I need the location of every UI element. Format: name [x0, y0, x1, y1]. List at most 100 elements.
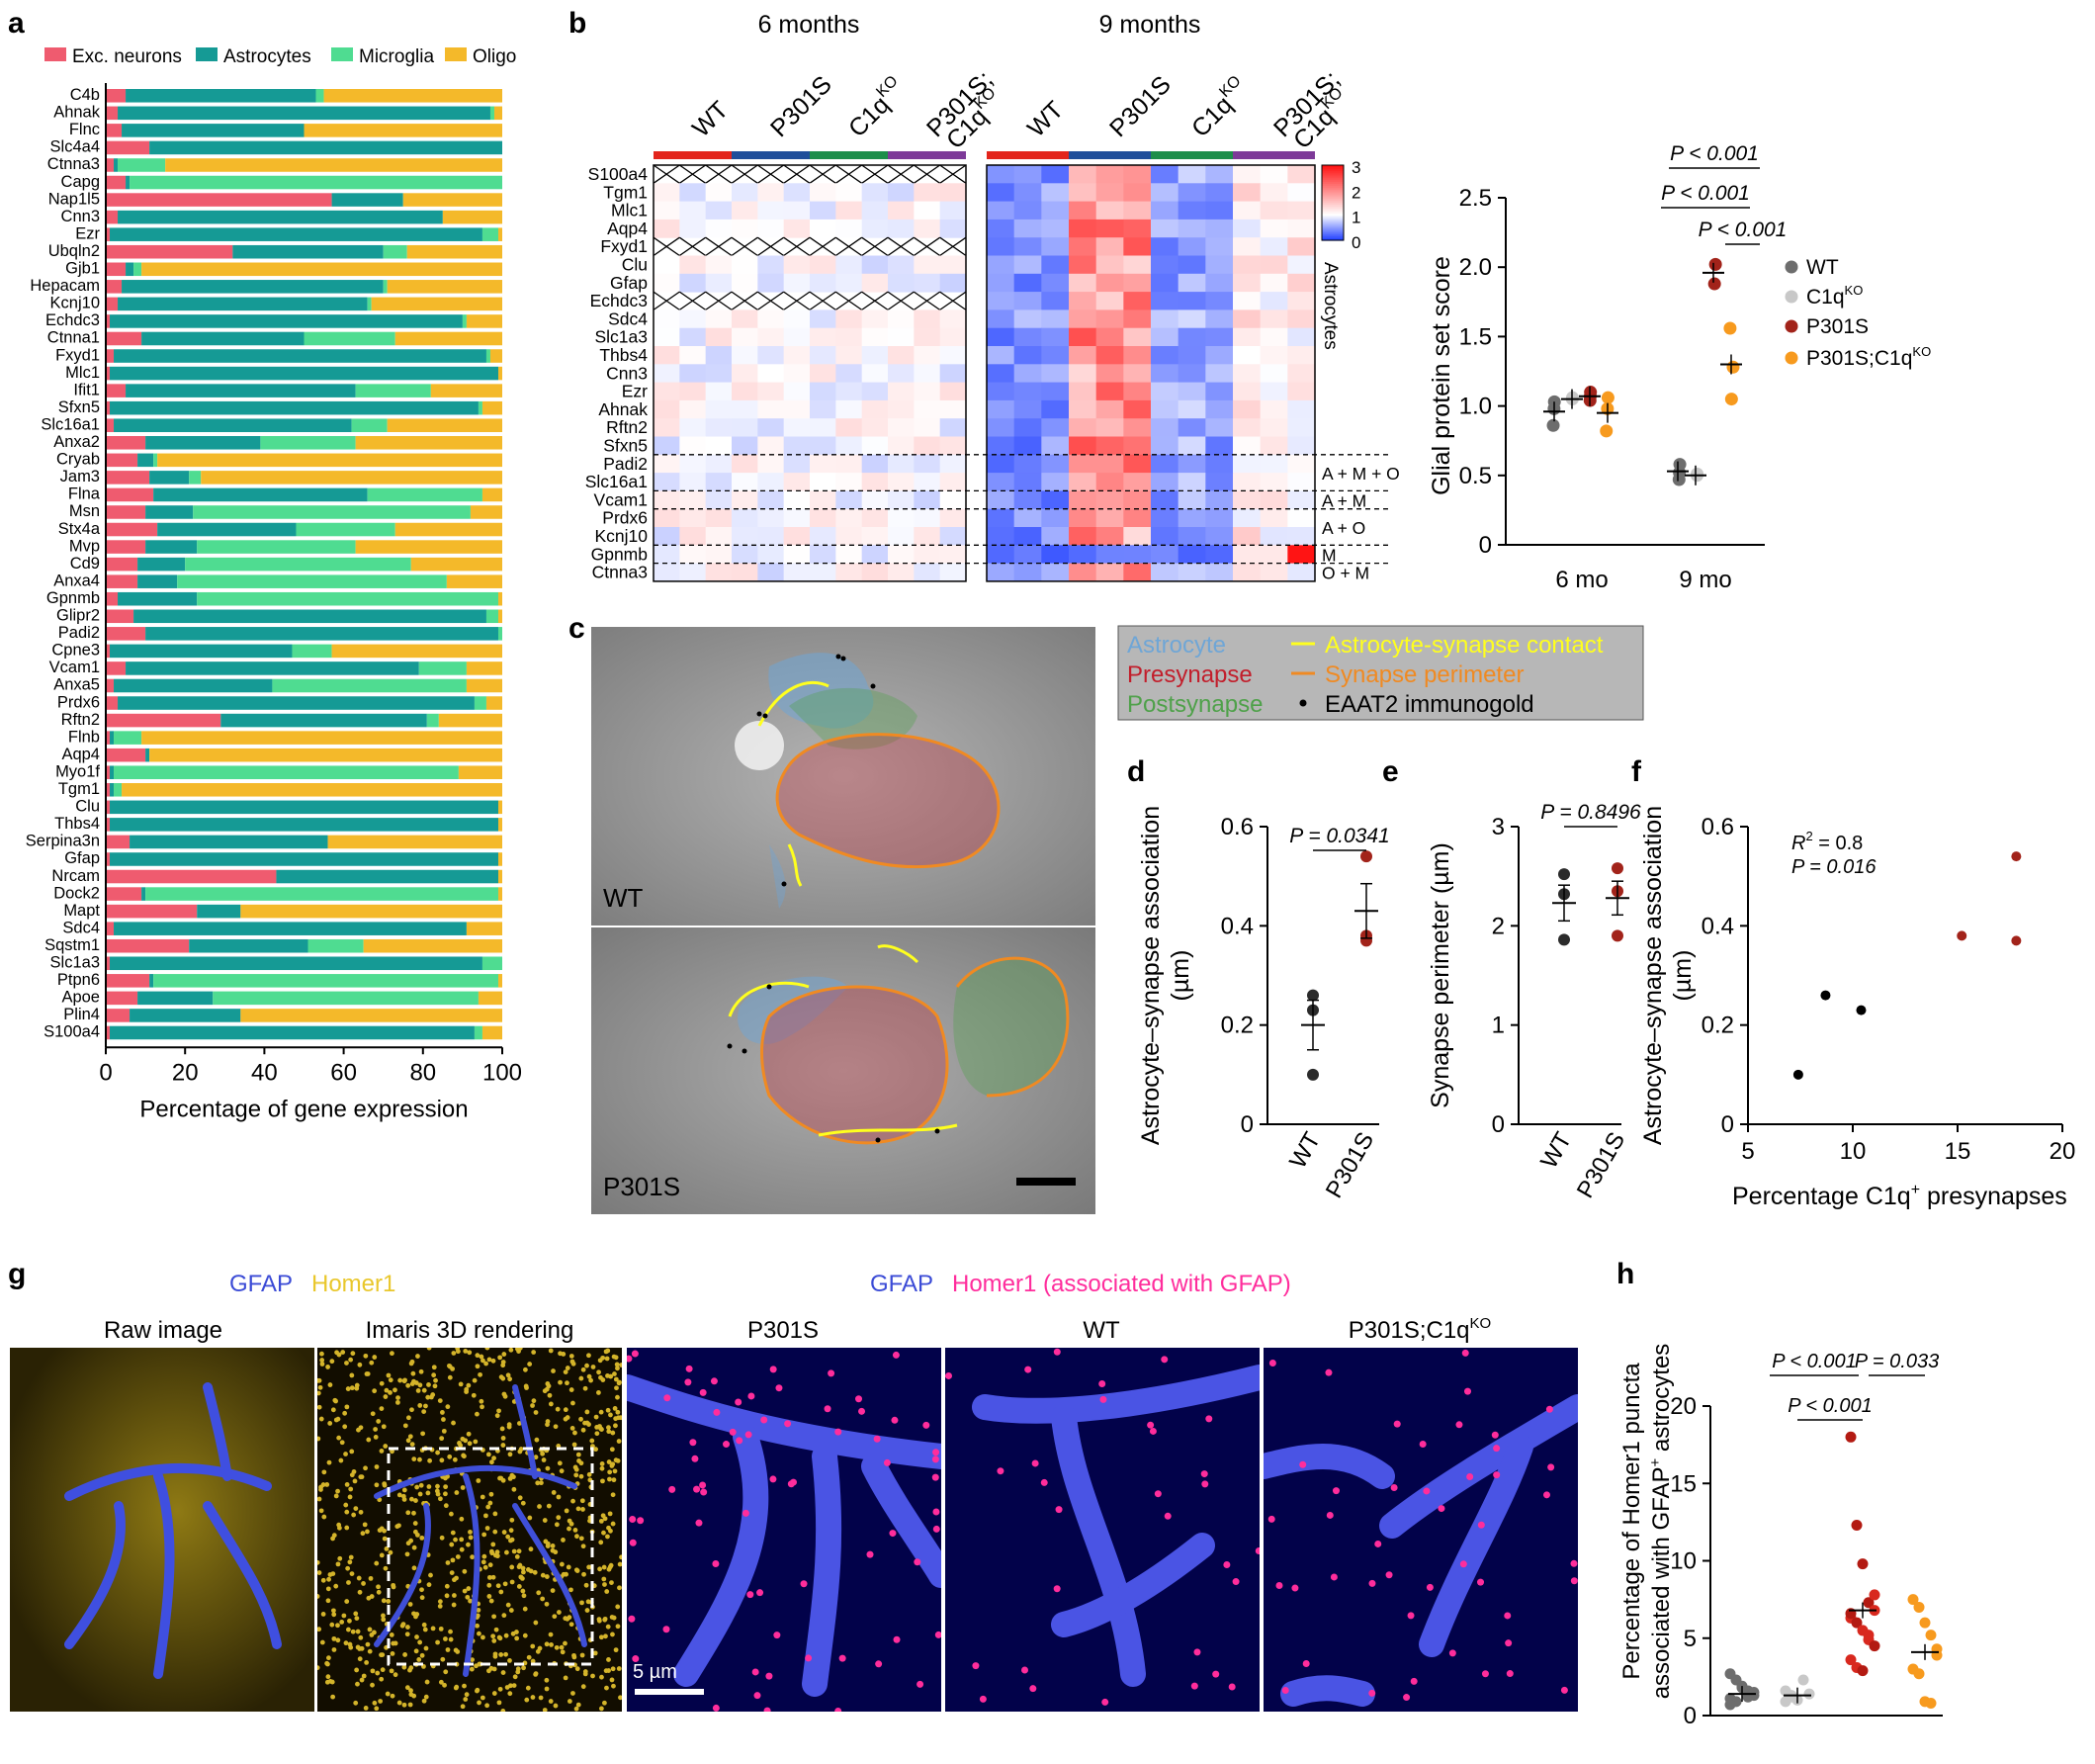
bar-segment	[394, 522, 502, 537]
heat-cell	[1123, 399, 1152, 419]
missing-cross	[678, 236, 707, 257]
homer-assoc-dot	[1545, 1405, 1553, 1413]
heat-cell	[1013, 255, 1042, 275]
homer-puncta	[485, 1504, 491, 1510]
column-title: Imaris 3D rendering	[366, 1317, 574, 1344]
heat-cell	[1095, 309, 1124, 329]
homer-puncta	[347, 1641, 353, 1647]
heat-cell	[1233, 183, 1262, 203]
homer-puncta	[574, 1534, 579, 1540]
heat-cell	[939, 418, 967, 437]
row-label: Aqp4	[61, 746, 100, 763]
homer-puncta	[418, 1368, 424, 1374]
homer-assoc-dot	[889, 1530, 897, 1538]
bar-segment	[493, 106, 502, 121]
row-label: Cd9	[70, 555, 100, 573]
bar-segment	[106, 974, 150, 988]
homer-puncta	[400, 1493, 406, 1499]
row-label: Mapt	[63, 902, 100, 920]
bar-segment	[106, 956, 111, 971]
bar-segment	[485, 349, 490, 363]
heat-cell	[987, 219, 1015, 238]
homer-puncta	[594, 1424, 600, 1430]
homer-puncta	[385, 1691, 391, 1697]
heat-cell	[810, 418, 836, 437]
heat-cell	[732, 399, 758, 419]
homer-puncta	[395, 1395, 400, 1401]
homer-assoc-dot	[858, 1407, 866, 1415]
heat-cell	[1233, 346, 1262, 365]
heat-cell	[888, 382, 915, 401]
heat-cell	[1069, 563, 1097, 582]
data-point	[1913, 1601, 1925, 1613]
row-label: Ctnna1	[47, 329, 100, 347]
homer-puncta	[600, 1478, 605, 1484]
row-label: Ubqln2	[48, 242, 100, 260]
homer-puncta	[545, 1422, 550, 1428]
row-label: Ahnak	[598, 399, 648, 419]
panel-label-g: g	[8, 1258, 26, 1290]
heat-cell	[1069, 436, 1097, 456]
homer-puncta	[590, 1673, 595, 1679]
bar-segment	[137, 557, 186, 572]
homer-puncta	[603, 1349, 609, 1355]
heat-cell	[888, 309, 915, 329]
colorbar-step	[1322, 224, 1344, 228]
heat-cell	[783, 273, 811, 293]
bar-segment	[232, 244, 384, 259]
bar-segment	[106, 140, 150, 155]
heat-cell	[1123, 473, 1152, 491]
genotype-bar	[1233, 151, 1315, 159]
bar-segment	[406, 244, 502, 259]
homer-puncta	[486, 1357, 492, 1363]
heat-cell	[1013, 364, 1042, 384]
homer-assoc-dot	[784, 1420, 792, 1428]
heat-cell	[1205, 473, 1234, 491]
bar-segment	[197, 904, 241, 919]
colorbar-step	[1322, 166, 1344, 170]
colorbar-tick: 3	[1352, 158, 1360, 177]
homer-puncta	[413, 1648, 419, 1654]
homer-puncta	[602, 1700, 607, 1706]
homer-puncta	[584, 1409, 590, 1415]
homer-puncta	[541, 1457, 547, 1462]
heat-cell	[679, 183, 707, 203]
homer-puncta	[480, 1559, 486, 1565]
heat-cell	[888, 508, 915, 528]
heat-cell	[914, 327, 941, 347]
homer-puncta	[512, 1674, 518, 1680]
homer-puncta	[370, 1411, 376, 1417]
homer-puncta	[520, 1500, 526, 1506]
homer-puncta	[544, 1574, 550, 1579]
homer-puncta	[453, 1537, 458, 1543]
homer-puncta	[357, 1646, 363, 1651]
homer-puncta	[505, 1534, 511, 1540]
homer-puncta	[507, 1691, 513, 1697]
homer-puncta	[359, 1677, 365, 1683]
homer-assoc-dot	[1255, 1546, 1260, 1554]
row-label: Flnc	[69, 121, 100, 138]
missing-cross	[887, 236, 915, 257]
homer-puncta	[390, 1693, 395, 1699]
heat-cell	[1287, 292, 1316, 310]
heat-cell	[1095, 219, 1124, 238]
stat-r2-sup: 2	[1805, 829, 1812, 843]
bar-segment	[141, 887, 146, 901]
colorbar-step	[1322, 221, 1344, 224]
heat-cell	[1205, 255, 1234, 275]
homer-puncta	[379, 1380, 385, 1386]
bar-segment	[145, 887, 498, 901]
colorbar-frame	[1321, 164, 1345, 241]
homer-puncta	[598, 1634, 604, 1640]
heat-cell	[757, 563, 785, 582]
homer-puncta	[496, 1700, 502, 1706]
row-label: Fxyd1	[55, 346, 100, 364]
homer-puncta	[517, 1348, 523, 1351]
bar-segment	[114, 158, 119, 172]
homer-puncta	[599, 1674, 604, 1680]
bar-segment	[126, 384, 356, 397]
homer-puncta	[453, 1685, 459, 1691]
row-label: Ahnak	[53, 104, 101, 122]
micro-imaris-rendering	[317, 1348, 622, 1712]
homer-puncta	[438, 1679, 444, 1685]
